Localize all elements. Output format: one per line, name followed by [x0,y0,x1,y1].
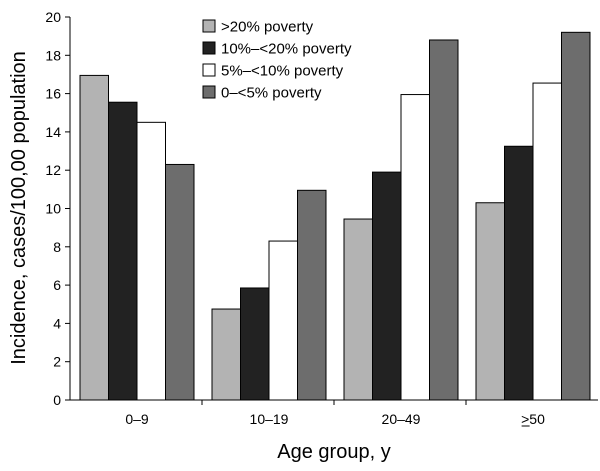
bar-3-1 [504,145,534,401]
x-axis-title: Age group, y [277,441,390,463]
bar-0-0 [79,74,109,401]
bar-2-2 [400,94,430,401]
legend-swatch [202,63,216,77]
bar-1-0 [211,308,241,401]
y-tick-labels: 0 2 4 6 8 10 12 14 16 18 20 [45,9,61,408]
bars [79,31,591,401]
y-tick-label: 0 [53,392,61,408]
y-tick-label: 18 [45,47,61,63]
y-tick-label: 8 [53,239,61,255]
legend-label: 0–<5% poverty [221,85,322,102]
y-tick-label: 4 [53,315,61,331]
bar-0-2 [136,121,166,401]
legend-label: 10%–<20% poverty [221,41,352,58]
bar-3-2 [532,82,562,401]
y-tick-label: 12 [45,162,61,178]
legend: >20% poverty 10%–<20% poverty 5%–<10% pove… [202,19,352,102]
legend-swatch [202,19,216,33]
legend-label: 5%–<10% poverty [221,63,344,80]
y-tick-label: 6 [53,277,61,293]
y-tick-label: 10 [45,201,61,217]
y-tick-label: 14 [45,124,61,140]
bar-0-3 [165,163,195,401]
bar-2-1 [372,171,402,401]
bar-1-3 [297,189,327,401]
legend-label: >20% poverty [221,19,314,36]
y-tick-label: 16 [45,86,61,102]
legend-swatch [202,41,216,55]
bar-0-1 [108,101,138,401]
bar-1-2 [268,240,298,401]
y-tick-label: 20 [45,9,61,25]
legend-swatch [202,85,216,99]
x-tick-label: >50 [521,411,545,427]
bar-1-1 [240,287,270,401]
x-tick-label: 10–19 [250,411,289,427]
y-tick-label: 2 [53,354,61,370]
y-axis-title: Incidence, cases/100,00 population [8,51,30,365]
x-tick-label: 0–9 [125,411,149,427]
bar-3-0 [475,202,505,401]
x-tick-labels: 0–9 10–19 20–49 >50 [125,411,545,427]
bar-2-0 [343,218,373,401]
bar-3-3 [561,31,591,401]
y-tick-marks [65,16,467,405]
x-tick-label: 20–49 [382,411,421,427]
bar-2-3 [429,39,459,401]
